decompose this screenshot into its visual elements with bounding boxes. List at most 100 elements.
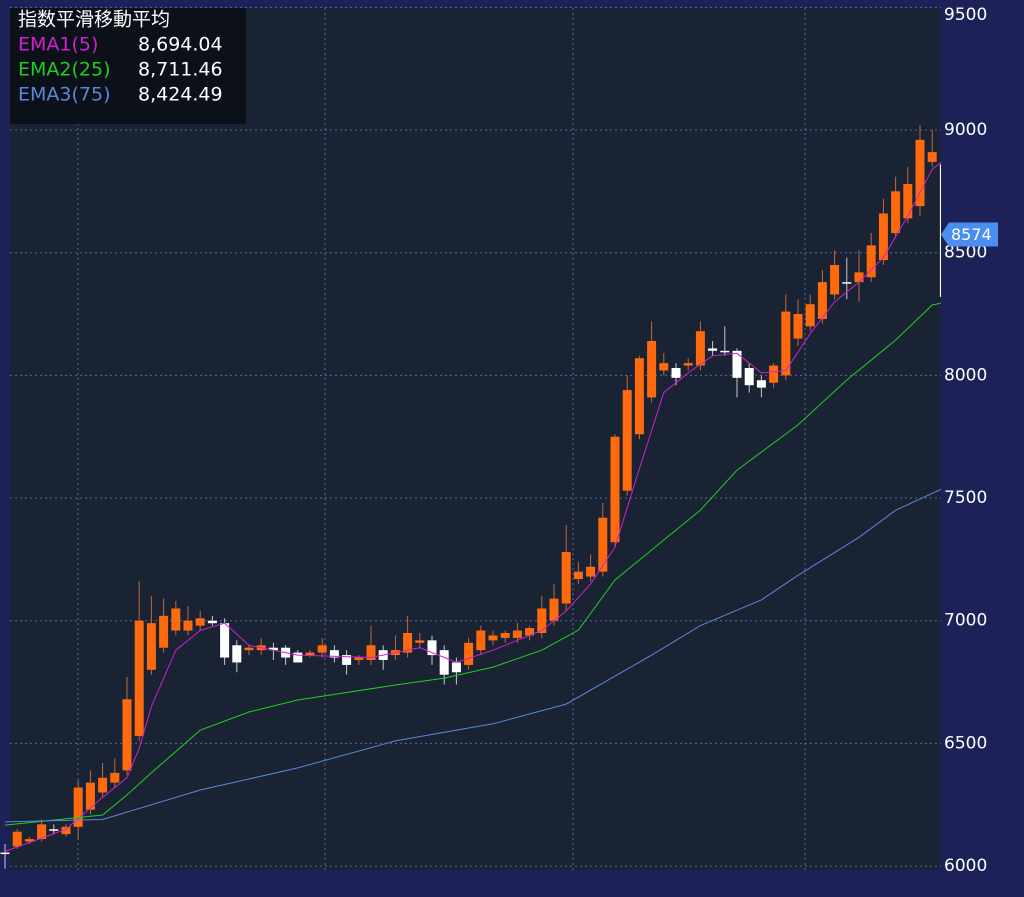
candle-body: [891, 191, 901, 234]
candle-body: [415, 640, 425, 643]
candle-body: [317, 645, 327, 653]
last-price-tag: [941, 222, 998, 247]
candle-body: [695, 331, 705, 366]
candle-body: [439, 650, 449, 675]
candle-body: [573, 571, 583, 580]
candle-body: [793, 314, 803, 339]
candle-body: [756, 380, 766, 388]
candle-body: [403, 632, 413, 653]
candle-body: [512, 630, 522, 638]
legend-label: EMA2(25): [18, 59, 111, 81]
candle-body: [24, 839, 34, 842]
y-tick-label: 6500: [944, 733, 987, 753]
y-tick-label: 7500: [944, 488, 987, 508]
candle-body: [903, 184, 913, 219]
candle-body: [927, 152, 937, 162]
legend-title: 指数平滑移動平均: [18, 9, 170, 31]
y-tick-label: 9000: [944, 120, 987, 140]
ema-line: [4, 302, 941, 826]
candle-body: [647, 341, 657, 398]
candle-body: [915, 139, 925, 207]
candle-body: [744, 368, 754, 386]
candle-body: [342, 655, 352, 665]
candle-body: [49, 829, 59, 831]
y-tick-label: 8000: [944, 365, 987, 385]
candle-body: [598, 517, 608, 572]
candle-body: [622, 390, 632, 491]
candle-body: [732, 350, 742, 378]
legend-box: [10, 8, 246, 124]
candle-body: [293, 652, 303, 663]
candle-body: [134, 620, 144, 737]
legend-value: 8,694.04: [138, 34, 223, 56]
candle-body: [12, 831, 22, 847]
candle-body: [268, 647, 278, 651]
plot: [0, 125, 941, 869]
candle-body: [329, 650, 339, 658]
candle-body: [769, 365, 779, 383]
candle-body: [610, 436, 620, 543]
y-tick-label: 9500: [944, 5, 987, 25]
ema-line: [4, 488, 941, 823]
y-tick-label: 7000: [944, 611, 987, 631]
legend-value: 8,424.49: [138, 84, 223, 106]
y-axis: 6000 6500 7000 7500 8000 8500 9000 9500: [944, 5, 987, 876]
candle-body: [549, 598, 559, 621]
candle-body: [305, 652, 315, 656]
candle-body: [37, 824, 47, 840]
candle-body: [464, 642, 474, 665]
candle-body: [720, 350, 730, 353]
last-price-label: 8574: [951, 225, 992, 244]
plot-background: [10, 8, 941, 870]
candle-body: [866, 245, 876, 278]
candle-body: [61, 826, 71, 835]
candle-body: [73, 787, 83, 827]
candle-body: [110, 772, 120, 783]
candle-body: [500, 632, 510, 638]
candle-body: [537, 608, 547, 633]
candle-body: [232, 645, 242, 663]
candle-body: [427, 640, 437, 656]
candle-body: [146, 623, 156, 670]
candle-body: [939, 164, 941, 297]
legend-label: EMA3(75): [18, 84, 111, 106]
candle-body: [781, 311, 791, 376]
candle-body: [830, 264, 840, 295]
candle-body: [244, 647, 254, 651]
candle-body: [451, 662, 461, 673]
candle-body: [159, 615, 169, 648]
candle-body: [171, 608, 181, 631]
candle-body: [0, 852, 10, 855]
candle-body: [842, 282, 852, 284]
candle-body: [207, 620, 217, 624]
candle-body: [220, 623, 230, 658]
candle-body: [817, 282, 827, 319]
candle-body: [708, 348, 718, 351]
candle-body: [586, 566, 596, 577]
candle-body: [634, 358, 644, 435]
candle-body: [122, 699, 132, 771]
legend: EMA1(5) 8,694.04 EMA2(25) 8,711.46 EMA3(75) 8…: [18, 34, 223, 106]
candle-body: [366, 645, 376, 660]
candle-body: [195, 618, 205, 626]
candle-body: [878, 213, 888, 261]
vertical-grid: [77, 8, 806, 870]
legend-label: EMA1(5): [18, 34, 98, 56]
candle-body: [98, 777, 108, 793]
candle-body: [671, 368, 681, 378]
candle-body: [561, 552, 571, 604]
candle-body: [805, 304, 815, 327]
y-tick-label: 6000: [944, 856, 987, 876]
candle-body: [488, 635, 498, 641]
candle-body: [183, 620, 193, 631]
candle-body: [525, 628, 535, 636]
candle-body: [354, 657, 364, 660]
candle-body: [85, 782, 95, 810]
candle-body: [659, 363, 669, 371]
ema-line: [4, 161, 941, 852]
y-tick-label: 8500: [944, 243, 987, 263]
candle-body: [476, 630, 486, 651]
candle-body: [683, 363, 693, 366]
candle-body: [854, 272, 864, 283]
